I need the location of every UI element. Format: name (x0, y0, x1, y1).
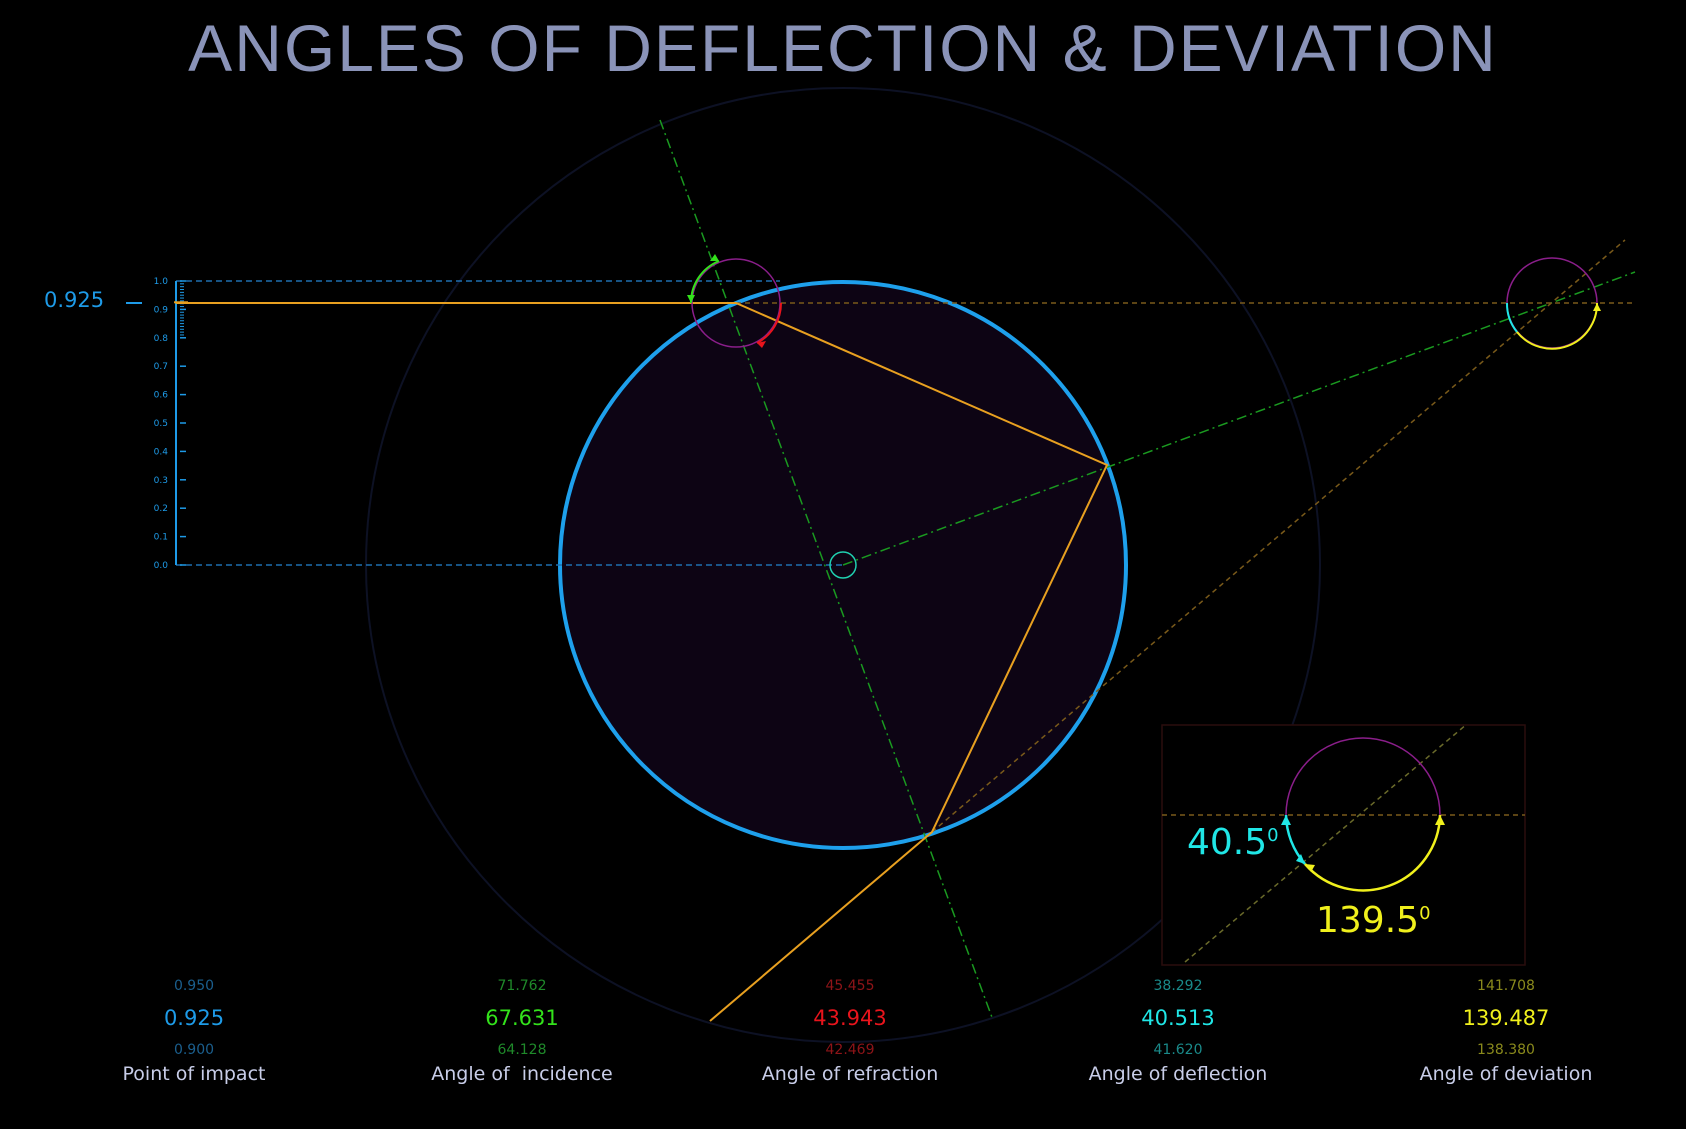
zoom-inset (1161, 723, 1526, 966)
refraction-arc (756, 302, 783, 344)
slider-tick-label: 0.6 (154, 391, 169, 401)
metric-value: 0.925 (163, 1006, 225, 1030)
metric-value: 139.487 (1462, 1006, 1550, 1030)
metric-label: Angle of deviation (1419, 1063, 1593, 1085)
slider-tick-label: 0.3 (154, 476, 168, 486)
metric-value: 43.943 (813, 1006, 887, 1030)
slider-tick-label: 0.9 (154, 305, 169, 315)
metric-value: 67.631 (485, 1006, 559, 1030)
metric-value: 40.513 (1141, 1006, 1215, 1030)
slider-tick-label: 0.2 (154, 504, 168, 514)
normal-line-exit (842, 271, 1636, 566)
metric-label: Angle of deflection (1088, 1063, 1268, 1085)
slider-tick-label: 0.7 (154, 362, 168, 372)
metric-lower: 64.128 (497, 1042, 547, 1058)
metric-upper: 38.292 (1153, 978, 1203, 994)
deviation-arc-small (1516, 302, 1599, 350)
metric-lower: 42.469 (825, 1042, 875, 1058)
metric-angle-of-refraction: 45.455 43.943 42.469 Angle of refraction (720, 976, 980, 1086)
inset-deflection-label: 40.50 (1187, 822, 1279, 863)
inset-deviation-label: 139.50 (1316, 900, 1431, 941)
incidence-arc (689, 260, 720, 304)
impact-slider-value: 0.925 (44, 288, 105, 312)
metric-label: Point of impact (122, 1063, 266, 1085)
metric-upper: 71.762 (497, 978, 547, 994)
metric-upper: 0.950 (173, 978, 215, 994)
metric-lower: 41.620 (1153, 1042, 1203, 1058)
metric-label: Angle of refraction (761, 1063, 939, 1085)
metric-angle-of-deviation: 141.708 139.487 138.380 Angle of deviati… (1376, 976, 1636, 1086)
slider-tick-label: 0.0 (154, 561, 169, 571)
slider-tick-label: 1.0 (154, 277, 169, 287)
metric-upper: 45.455 (825, 978, 875, 994)
slider-ticks: 1.0 0.9 0.8 0.7 0.6 0.5 0.4 0.3 0.2 0.1 0.0 (154, 277, 188, 571)
slider-tick-label: 0.5 (154, 419, 168, 429)
metric-lower: 138.380 (1477, 1042, 1535, 1058)
metric-point-of-impact: 0.950 0.925 0.900 Point of impact (64, 976, 324, 1086)
deflection-arc-small (1505, 302, 1518, 333)
exit-protractor (1505, 257, 1601, 350)
slider-value-marker (126, 302, 142, 304)
slider-tick-label: 0.1 (154, 533, 168, 543)
exit-ray-extension (931, 239, 1626, 833)
slider-tick-label: 0.8 (154, 334, 169, 344)
slider-tick-label: 0.4 (154, 447, 169, 457)
light-ray-path (176, 302, 1109, 1022)
metric-upper: 141.708 (1477, 978, 1535, 994)
deviation-arc (1304, 814, 1442, 892)
metric-lower: 0.900 (173, 1042, 215, 1058)
impact-slider[interactable]: 1.0 0.9 0.8 0.7 0.6 0.5 0.4 0.3 0.2 0.1 0.0 (154, 277, 188, 571)
entry-protractor (687, 254, 783, 348)
metric-angle-of-deflection: 38.292 40.513 41.620 Angle of deflection (1048, 976, 1308, 1086)
metric-angle-of-incidence: 71.762 67.631 64.128 Angle of incidence (392, 976, 652, 1086)
metric-label: Angle of incidence (431, 1063, 613, 1085)
center-marker (829, 551, 857, 579)
page-title: ANGLES OF DEFLECTION & DEVIATION (188, 11, 1498, 85)
